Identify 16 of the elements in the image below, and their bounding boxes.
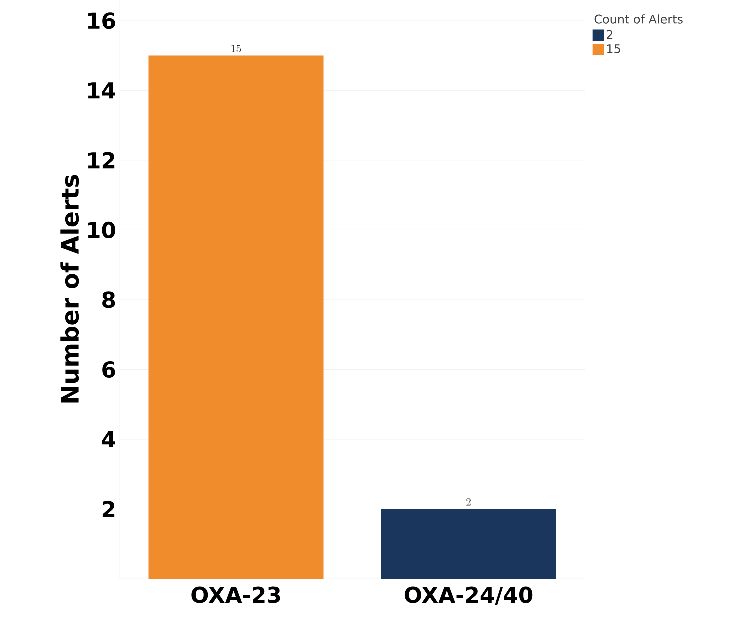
y-tick-label: 12 — [88, 152, 115, 169]
y-tick-label: 2 — [102, 501, 115, 518]
y-tick-label: 16 — [88, 12, 116, 30]
data-label: 15 — [232, 45, 242, 53]
legend-title: Count of Alerts — [594, 14, 683, 24]
x-tick-label: OXA-23 — [192, 586, 280, 604]
y-tick-label: 4 — [102, 431, 116, 448]
y-tick-label: 8 — [102, 292, 116, 308]
y-tick-label: 14 — [88, 82, 116, 99]
x-tick-label: OXA-24/40 — [404, 586, 533, 606]
y-tick-label: 10 — [88, 222, 116, 238]
data-label: 2 — [466, 498, 471, 506]
y-axis-title: Number of Alerts — [60, 175, 80, 403]
legend-label: 2 — [607, 30, 613, 40]
legend-label: 15 — [607, 44, 620, 54]
y-tick-label: 6 — [102, 361, 116, 378]
